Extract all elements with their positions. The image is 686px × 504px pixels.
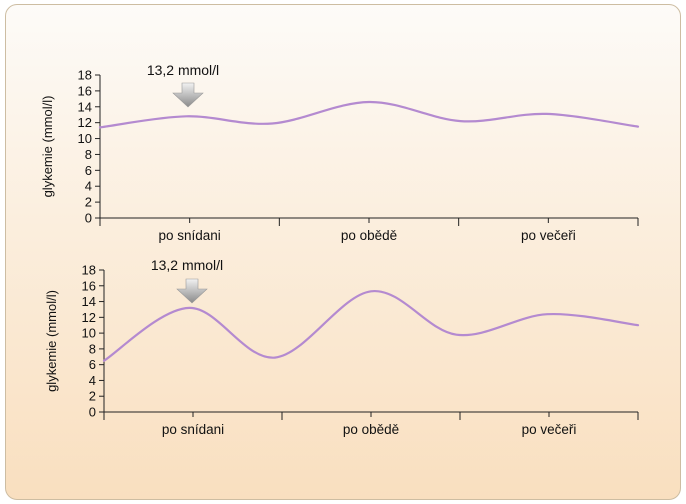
y-tick-label: 18 (78, 68, 92, 83)
y-tick-label: 6 (85, 163, 92, 178)
x-category-label: po snídani (159, 228, 221, 243)
y-tick-label: 12 (82, 310, 96, 325)
y-tick-label: 14 (82, 294, 96, 309)
x-category-label: po snídani (162, 422, 224, 437)
y-tick-label: 10 (78, 131, 92, 146)
y-tick-label: 2 (89, 389, 96, 404)
y-tick-label: 0 (89, 405, 96, 420)
chart-frame (5, 4, 681, 500)
x-category-label: po obědě (341, 228, 397, 243)
y-tick-label: 12 (78, 115, 92, 130)
annotation-arrow (176, 278, 208, 304)
annotation-label: 13,2 mmol/l (151, 257, 223, 273)
series-line (102, 290, 640, 362)
y-tick-label: 8 (89, 341, 96, 356)
y-tick-label: 14 (78, 99, 92, 114)
y-tick-label: 2 (85, 195, 92, 210)
y-tick-label: 16 (82, 278, 96, 293)
y-tick-label: 4 (89, 373, 96, 388)
y-tick-label: 8 (85, 147, 92, 162)
y-axis-label: glykemie (mmol/l) (44, 290, 59, 392)
annotation-label: 13,2 mmol/l (147, 62, 219, 78)
y-axis-label: glykemie (mmol/l) (40, 96, 55, 198)
series-line (98, 100, 640, 129)
annotation-arrow (172, 82, 204, 108)
y-tick-label: 18 (82, 263, 96, 278)
y-tick-label: 0 (85, 211, 92, 226)
x-category-label: po obědě (343, 422, 399, 437)
x-category-label: po večeři (522, 422, 577, 437)
y-tick-label: 6 (89, 357, 96, 372)
y-tick-label: 16 (78, 83, 92, 98)
y-tick-label: 10 (82, 326, 96, 341)
x-category-label: po večeři (521, 228, 576, 243)
y-tick-label: 4 (85, 179, 92, 194)
